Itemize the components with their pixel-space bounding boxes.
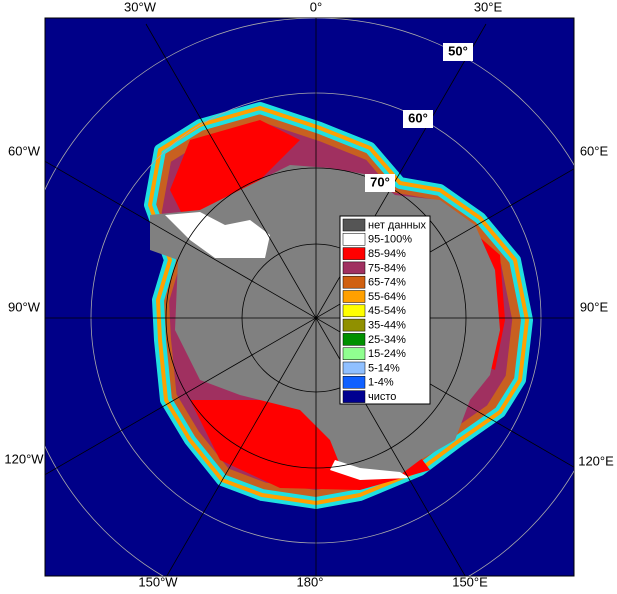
legend-label: 1-4%: [368, 377, 394, 389]
lon-label: 120°W: [4, 451, 44, 466]
legend-swatch: [342, 318, 366, 332]
legend-swatch: [342, 390, 366, 403]
legend-label: 25-34%: [368, 334, 406, 346]
legend-label: 35-44%: [368, 320, 406, 332]
legend-swatch: [342, 361, 366, 375]
lat-label-box: [443, 43, 473, 61]
lon-label: 150°W: [138, 574, 178, 589]
legend-swatch: [342, 275, 366, 289]
legend-swatch: [342, 304, 366, 318]
lon-label: 30°E: [474, 0, 503, 14]
legend-label: 85-94%: [368, 248, 406, 260]
lon-label: 60°E: [580, 143, 609, 158]
legend-label: чисто: [368, 391, 396, 403]
lat-label-box: [403, 110, 433, 128]
lon-label: 30°W: [124, 0, 157, 14]
legend-swatch: [342, 247, 366, 260]
lat-label-box: [365, 174, 395, 192]
legend-label: 55-64%: [368, 291, 406, 303]
lon-label: 60°W: [8, 143, 41, 158]
legend-label: нет данных: [368, 219, 427, 231]
legend-swatch: [342, 218, 366, 232]
lon-label: 90°W: [8, 299, 41, 314]
lon-label: 150°E: [452, 574, 488, 589]
legend-label: 65-74%: [368, 277, 406, 289]
legend: нет данных 95-100% 85-94% 75-84% 65-74% 55-64…: [339, 215, 431, 405]
lat-label: 50°: [448, 43, 468, 58]
ice-95: [165, 212, 410, 480]
lon-label: 0°: [310, 0, 322, 14]
legend-label: 75-84%: [368, 262, 406, 274]
legend-swatch: [342, 261, 366, 275]
legend-swatch: [342, 347, 366, 360]
legend-swatch: [342, 333, 366, 346]
lon-label: 120°E: [578, 453, 614, 468]
lon-label: 180°: [297, 574, 324, 589]
lat-label: 70°: [370, 174, 390, 189]
legend-label: 45-54%: [368, 305, 406, 317]
legend-label: 95-100%: [368, 234, 412, 246]
legend-swatch: [342, 233, 366, 246]
legend-label: 15-24%: [368, 348, 406, 360]
legend-swatch: [342, 376, 366, 389]
legend-swatch: [342, 290, 366, 303]
lon-label: 90°E: [580, 299, 609, 314]
lat-label: 60°: [408, 110, 428, 125]
legend-label: 5-14%: [368, 362, 400, 374]
